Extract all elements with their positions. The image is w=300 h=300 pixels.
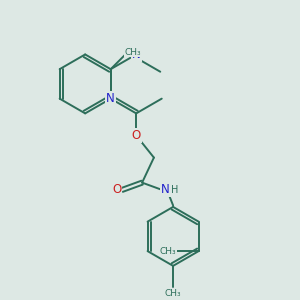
Text: H: H: [171, 184, 179, 194]
Text: CH₃: CH₃: [124, 48, 141, 57]
Text: N: N: [132, 48, 141, 61]
Text: N: N: [106, 92, 115, 105]
Text: N: N: [161, 183, 170, 196]
Text: CH₃: CH₃: [160, 247, 177, 256]
Text: O: O: [132, 129, 141, 142]
Text: CH₃: CH₃: [165, 289, 182, 298]
Text: O: O: [112, 183, 122, 196]
